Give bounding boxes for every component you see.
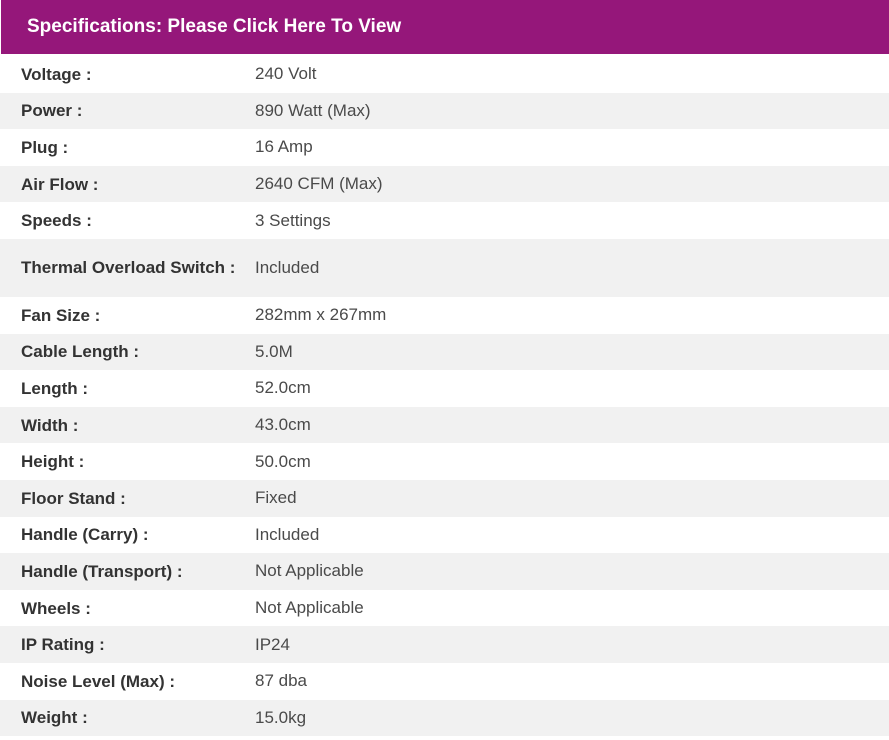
spec-value-ip-rating: IP24 [255,626,889,663]
spec-label-cable-length: Cable Length : [0,333,255,371]
spec-value-speeds: 3 Settings [255,202,889,239]
table-row: Air Flow : 2640 CFM (Max) [0,165,889,203]
spec-value-air-flow: 2640 CFM (Max) [255,165,889,203]
spec-label-noise-level: Noise Level (Max) : [0,662,255,700]
table-row: Power : 890 Watt (Max) [0,92,889,130]
spec-value-handle-carry: Included [255,516,889,554]
spec-label-thermal-overload-switch: Thermal Overload Switch : [0,238,255,297]
spec-label-air-flow: Air Flow : [0,165,255,203]
spec-value-wheels: Not Applicable [255,589,889,627]
table-row: Floor Stand : Fixed [0,479,889,517]
specifications-toggle-header[interactable]: Specifications: Please Click Here To Vie… [1,0,889,54]
spec-label-handle-carry: Handle (Carry) : [0,516,255,554]
spec-label-length: Length : [0,370,255,407]
table-row: Plug : 16 Amp [0,129,889,166]
spec-label-power: Power : [0,92,255,130]
spec-value-power: 890 Watt (Max) [255,92,889,130]
spec-value-cable-length: 5.0M [255,333,889,371]
table-row: Voltage : 240 Volt [0,56,889,93]
table-row: Fan Size : 282mm x 267mm [0,296,889,334]
spec-value-height: 50.0cm [255,443,889,480]
table-row: Height : 50.0cm [0,443,889,480]
spec-label-fan-size: Fan Size : [0,296,255,334]
table-row: Width : 43.0cm [0,406,889,444]
spec-value-length: 52.0cm [255,370,889,407]
spec-value-weight: 15.0kg [255,699,889,737]
spec-value-floor-stand: Fixed [255,479,889,517]
table-row: Handle (Carry) : Included [0,516,889,554]
spec-label-handle-transport: Handle (Transport) : [0,553,255,590]
spec-label-plug: Plug : [0,129,255,166]
spec-value-plug: 16 Amp [255,129,889,166]
table-row: Length : 52.0cm [0,370,889,407]
table-row: Noise Level (Max) : 87 dba [0,662,889,700]
table-row: Cable Length : 5.0M [0,333,889,371]
spec-value-width: 43.0cm [255,406,889,444]
spec-label-weight: Weight : [0,699,255,737]
spec-value-thermal-overload-switch: Included [255,238,889,297]
table-row: Weight : 15.0kg [0,699,889,737]
spec-label-wheels: Wheels : [0,589,255,627]
spec-value-handle-transport: Not Applicable [255,553,889,590]
table-row: IP Rating : IP24 [0,626,889,663]
table-row: Handle (Transport) : Not Applicable [0,553,889,590]
table-row: Thermal Overload Switch : Included [0,238,889,297]
table-row: Speeds : 3 Settings [0,202,889,239]
spec-label-voltage: Voltage : [0,56,255,93]
spec-label-speeds: Speeds : [0,202,255,239]
specifications-table: Voltage : 240 Volt Power : 890 Watt (Max… [0,56,889,737]
spec-label-height: Height : [0,443,255,480]
spec-value-noise-level: 87 dba [255,662,889,700]
spec-value-fan-size: 282mm x 267mm [255,296,889,334]
spec-label-floor-stand: Floor Stand : [0,479,255,517]
table-row: Wheels : Not Applicable [0,589,889,627]
spec-label-width: Width : [0,406,255,444]
spec-label-ip-rating: IP Rating : [0,626,255,663]
spec-value-voltage: 240 Volt [255,56,889,93]
